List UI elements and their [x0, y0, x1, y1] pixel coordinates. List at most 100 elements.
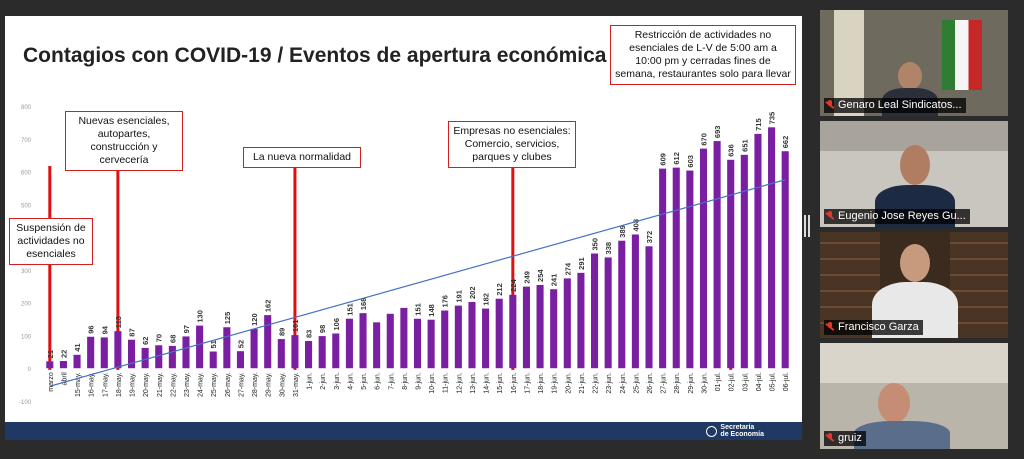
participant-body	[854, 421, 950, 449]
x-category-label: 05-jul.	[770, 372, 777, 391]
participant-tile[interactable]: Eugenio Jose Reyes Gu...	[820, 121, 1008, 227]
bar-value-label: 151	[414, 303, 423, 316]
secretaria-economia-logo: Secretaría de Economía	[706, 424, 764, 438]
x-category-label: 10-jun.	[429, 372, 436, 393]
background-wall	[820, 343, 1008, 383]
bar	[373, 322, 381, 369]
bar	[536, 284, 544, 369]
bar-value-label: 291	[577, 257, 586, 270]
bar-value-label: 715	[754, 118, 763, 131]
x-category-label: 30-may.	[279, 372, 286, 397]
y-tick-label: 100	[21, 334, 32, 340]
mexican-flag	[942, 20, 982, 90]
bar-value-label: 41	[73, 343, 82, 351]
bar-value-label: 148	[427, 304, 436, 317]
x-category-label: 25-may.	[211, 372, 218, 397]
participant-tile[interactable]: Genaro Leal Sindicatos...	[820, 10, 1008, 116]
bar	[604, 257, 612, 369]
x-category-label: 20-may.	[143, 372, 150, 397]
bar	[577, 272, 585, 369]
bar-value-label: 212	[495, 283, 504, 296]
x-category-label: 4-jun.	[347, 372, 354, 390]
x-category-label: 02-jul.	[729, 372, 736, 391]
trend-line	[49, 179, 786, 387]
bar	[73, 354, 81, 369]
bar-value-label: 350	[591, 238, 600, 251]
x-category-label: 27-jun.	[661, 372, 668, 393]
x-category-label: 26-jun.	[647, 372, 654, 393]
muted-mic-icon	[826, 100, 834, 109]
bar-value-label: 94	[100, 325, 109, 334]
x-category-label: 21-may.	[157, 372, 164, 397]
bar	[196, 325, 204, 369]
x-category-label: 19-jun.	[552, 372, 559, 393]
bar-value-label: 70	[155, 334, 164, 342]
bar-value-label: 52	[236, 340, 245, 348]
participant-head	[898, 62, 922, 90]
annotation-nueva-normalidad: La nueva normalidad	[243, 147, 361, 168]
bar	[264, 315, 272, 369]
bar-value-label: 603	[686, 155, 695, 168]
x-category-label: 16-may.	[89, 372, 96, 397]
bar	[277, 339, 285, 369]
x-category-label: 01-jul.	[715, 372, 722, 391]
bar-value-label: 636	[727, 144, 736, 157]
bar-value-label: 98	[318, 325, 327, 333]
y-tick-label: 600	[21, 171, 32, 177]
bar-value-label: 191	[454, 290, 463, 303]
bar	[781, 151, 789, 369]
participant-name: Francisco Garza	[838, 321, 919, 333]
bar	[618, 240, 626, 369]
bar	[522, 286, 530, 369]
bar-value-label: 338	[604, 242, 613, 255]
bar-value-label: 151	[345, 303, 354, 316]
bar	[754, 133, 762, 369]
bar-value-label: 87	[128, 328, 137, 336]
x-category-label: 28-may.	[252, 372, 259, 397]
bar	[87, 336, 95, 369]
bar	[509, 294, 517, 369]
x-category-label: 22-may.	[170, 372, 177, 397]
x-category-label: 27-may.	[238, 372, 245, 397]
x-category-label: 18-may.	[116, 372, 123, 397]
bar-value-label: 51	[209, 340, 218, 348]
x-category-label: 15-jun.	[497, 372, 504, 393]
y-tick-label: -100	[19, 400, 32, 406]
bar-value-label: 162	[264, 300, 273, 313]
bar	[250, 328, 258, 369]
participant-name-bar: gruiz	[824, 431, 866, 446]
bar	[563, 278, 571, 369]
x-category-label: 9-jun.	[416, 372, 423, 390]
x-category-label: 3-jun.	[334, 372, 341, 390]
x-category-label: 29-may.	[266, 372, 273, 397]
annotation-restriccion: Restricción de actividades no esenciales…	[610, 25, 796, 85]
x-category-label: 23-may.	[184, 372, 191, 397]
bar	[482, 308, 490, 369]
bar-value-label: 130	[196, 310, 205, 323]
bar-value-label: 254	[536, 269, 545, 282]
annotation-suspension: Suspensión de actividades no esenciales	[9, 218, 93, 265]
participant-tile[interactable]: gruiz	[820, 343, 1008, 449]
bar	[699, 148, 708, 369]
bar-value-label: 224	[509, 278, 518, 291]
covid-chart: -100010020030040050060070080021marzo22ab…	[19, 105, 790, 406]
bar	[659, 168, 667, 369]
x-category-label: 30-jun.	[701, 372, 708, 393]
participant-tile[interactable]: Francisco Garza	[820, 232, 1008, 338]
bar	[645, 246, 653, 369]
bar	[713, 141, 721, 369]
y-tick-label: 500	[21, 203, 32, 209]
x-category-label: 24-may.	[198, 372, 205, 397]
bar	[291, 335, 299, 369]
bar-value-label: 662	[781, 136, 790, 149]
panel-resize-handle[interactable]	[804, 215, 810, 237]
bar-value-label: 693	[713, 126, 722, 139]
logo-line-1: Secretaría	[720, 424, 755, 431]
bar-value-label: 249	[522, 271, 531, 284]
bar-value-label: 408	[631, 219, 640, 232]
x-category-label: 20-jun.	[565, 372, 572, 393]
bar-value-label: 182	[482, 293, 491, 306]
annotation-nuevas-esenciales: Nuevas esenciales, autopartes, construcc…	[65, 111, 183, 171]
bar-value-label: 22	[59, 350, 68, 358]
bar-value-label: 372	[645, 231, 654, 244]
